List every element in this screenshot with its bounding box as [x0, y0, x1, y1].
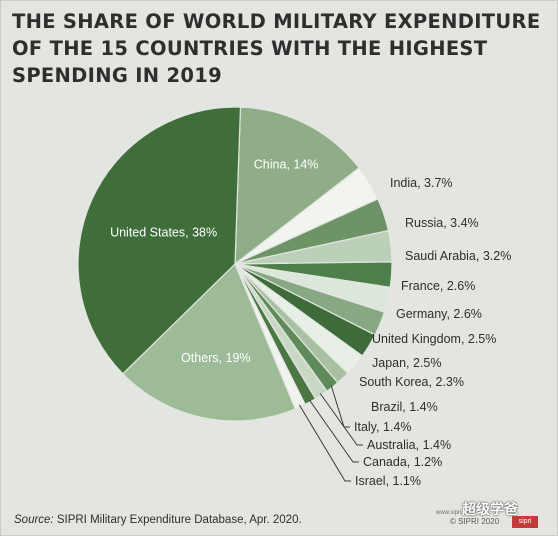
pie-slice-united-states [77, 106, 242, 375]
title-line-3: SPENDING IN 2019 [12, 64, 222, 87]
slice-label-others: Others, 19% [181, 351, 250, 365]
title-line-2: OF THE 15 COUNTRIES WITH THE HIGHEST [12, 37, 488, 60]
slice-label-germany: Germany, 2.6% [396, 307, 482, 321]
slice-label-brazil: Brazil, 1.4% [371, 400, 438, 414]
source-prefix: Source: [14, 514, 54, 526]
slice-label-saudi-arabia: Saudi Arabia, 3.2% [405, 249, 511, 263]
slice-label-india: India, 3.7% [390, 176, 453, 190]
slice-label-south-korea: South Korea, 2.3% [359, 375, 464, 389]
slice-label-united-kingdom: United Kingdom, 2.5% [372, 332, 496, 346]
source-text: SIPRI Military Expenditure Database, Apr… [53, 514, 302, 526]
slice-label-france: France, 2.6% [401, 279, 475, 293]
slice-label-china: China, 14% [254, 157, 319, 171]
watermark-text: 超级学爸 [462, 501, 518, 517]
slice-label-russia: Russia, 3.4% [405, 216, 479, 230]
chart-title: THE SHARE OF WORLD MILITARY EXPENDITURE … [12, 8, 552, 89]
copyright-credit: © SIPRI 2020 [450, 517, 500, 526]
slice-label-australia: Australia, 1.4% [367, 438, 451, 452]
source-note: Source: SIPRI Military Expenditure Datab… [14, 514, 302, 526]
slice-label-italy: Italy, 1.4% [354, 420, 411, 434]
pie-slice-china [234, 106, 360, 266]
slice-label-japan: Japan, 2.5% [372, 356, 442, 370]
slice-label-united-states: United States, 38% [110, 226, 217, 240]
leader-line-canada [308, 399, 359, 463]
pie-slice-others [121, 262, 297, 422]
slice-label-canada: Canada, 1.2% [363, 455, 442, 469]
leader-line-italy [330, 385, 350, 428]
sipri-logo: sipri [512, 516, 538, 528]
slice-label-israel: Israel, 1.1% [355, 474, 421, 488]
leader-line-australia [319, 393, 363, 446]
leader-line-israel [298, 404, 351, 482]
title-line-1: THE SHARE OF WORLD MILITARY EXPENDITURE [12, 10, 541, 33]
website-text: www.sipri.org [436, 510, 472, 516]
